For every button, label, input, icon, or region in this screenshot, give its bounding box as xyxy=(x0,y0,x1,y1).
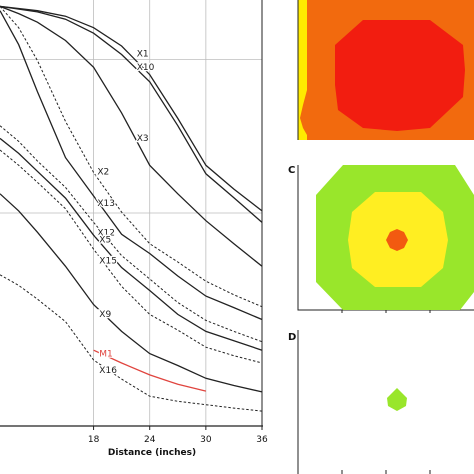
series-label-x12: X12 xyxy=(97,229,115,239)
panel-c-label: C xyxy=(288,165,295,176)
series-label-x15: X15 xyxy=(99,256,117,266)
x-tick-label: 30 xyxy=(200,435,212,445)
series-label-x13: X13 xyxy=(97,199,115,209)
series-label-x10: X10 xyxy=(137,63,155,73)
panel-c-orange-region xyxy=(386,229,408,251)
series-layer xyxy=(0,5,263,412)
series-label-x3: X3 xyxy=(137,134,149,144)
panel-b-red-region xyxy=(335,20,465,131)
x-axis-label: Distance (inches) xyxy=(108,448,196,458)
heatmap-panel-d: D xyxy=(288,330,431,474)
series-label-x5: X5 xyxy=(99,236,111,246)
series-line-x2 xyxy=(0,6,263,308)
panel-c-ticks xyxy=(341,310,431,313)
series-label-m1: M1 xyxy=(99,349,113,359)
series-line-x1 xyxy=(0,5,263,212)
x-tick-label: 36 xyxy=(256,435,268,445)
series-line-x9 xyxy=(0,193,263,393)
x-ticks: 18 24 30 36 xyxy=(88,426,268,445)
heatmap-panel-b xyxy=(297,0,474,140)
series-line-x3 xyxy=(0,5,263,267)
series-label-x9: X9 xyxy=(99,310,111,320)
series-line-x13 xyxy=(0,10,263,321)
panel-d-label: D xyxy=(288,332,296,343)
series-line-m1 xyxy=(93,349,207,392)
panel-d-ticks xyxy=(341,470,431,474)
series-line-x15 xyxy=(0,149,263,364)
series-label-x2: X2 xyxy=(97,168,109,178)
series-label-x1: X1 xyxy=(137,49,149,59)
series-label-x16: X16 xyxy=(99,366,117,376)
x-tick-label: 18 xyxy=(88,435,100,445)
series-line-x16 xyxy=(0,274,263,412)
heatmap-panel-c: C xyxy=(288,165,474,313)
series-line-x5 xyxy=(0,137,263,351)
series-line-x12 xyxy=(0,125,263,343)
panel-d-green-region xyxy=(387,388,407,411)
series-line-x10 xyxy=(0,5,263,223)
x-tick-label: 24 xyxy=(144,435,156,445)
